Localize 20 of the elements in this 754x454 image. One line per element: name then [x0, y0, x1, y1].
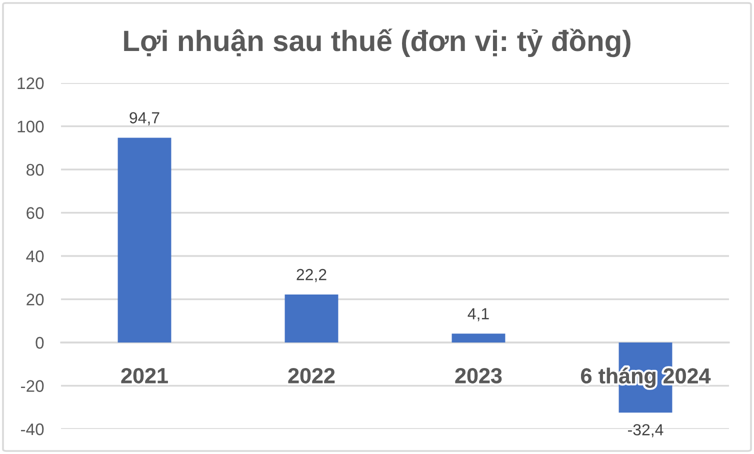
- y-tick-label: 80: [26, 164, 44, 176]
- y-tick-label: 20: [26, 294, 44, 306]
- bar: [118, 138, 172, 342]
- data-label: 94,7: [130, 112, 160, 126]
- y-tick-label: 0: [36, 336, 44, 349]
- data-label: -32,4: [628, 424, 664, 438]
- bar: [284, 294, 338, 342]
- y-tick-label: 100: [18, 120, 44, 132]
- y-tick-label: 40: [26, 250, 44, 262]
- data-label: 22,2: [296, 268, 326, 282]
- chart-title: Lợi nhuận sau thuế (đơn vị: tỷ đồng): [124, 28, 630, 58]
- y-tick-label: -20: [20, 380, 44, 392]
- x-tick-label: 2022: [288, 368, 335, 384]
- y-tick-label: -40: [20, 423, 44, 436]
- y-tick-label: 60: [26, 207, 44, 219]
- data-label: 4,1: [468, 308, 489, 322]
- x-tick-label: 2021: [121, 368, 168, 384]
- y-tick-label: 120: [18, 77, 44, 90]
- bar: [452, 334, 506, 342]
- x-tick-label: 2023: [455, 368, 502, 384]
